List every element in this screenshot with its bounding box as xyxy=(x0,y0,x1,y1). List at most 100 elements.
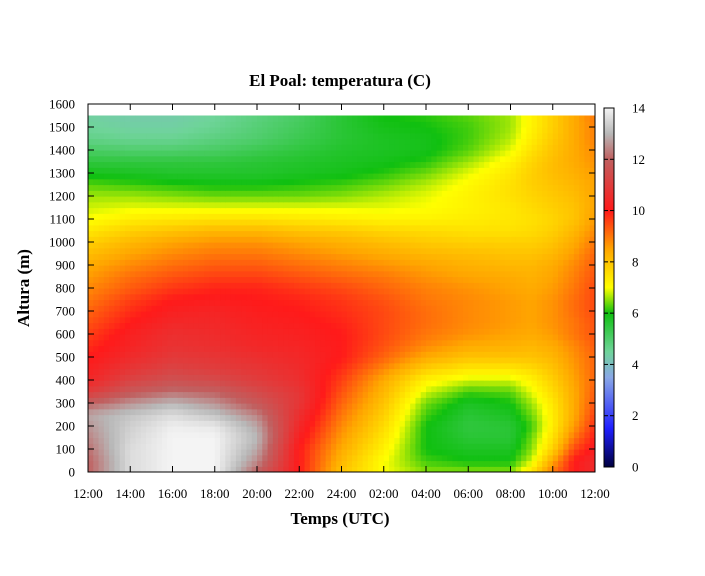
heatmap-cell xyxy=(415,345,422,352)
heatmap-cell xyxy=(542,219,549,226)
heatmap-cell xyxy=(246,230,253,237)
heatmap-cell xyxy=(246,184,253,191)
heatmap-cell xyxy=(88,374,94,381)
heatmap-cell xyxy=(204,196,211,203)
heatmap-cell xyxy=(499,426,506,433)
heatmap-cell xyxy=(204,207,211,214)
heatmap-cell xyxy=(521,305,527,312)
heatmap-cell xyxy=(505,362,512,370)
heatmap-cell xyxy=(589,299,595,306)
heatmap-cell xyxy=(542,403,549,410)
heatmap-cell xyxy=(135,426,142,433)
heatmap-cell xyxy=(547,322,554,329)
heatmap-cell xyxy=(156,270,163,278)
heatmap-cell xyxy=(278,460,285,467)
heatmap-cell xyxy=(183,414,189,421)
heatmap-cell xyxy=(410,449,417,456)
heatmap-cell xyxy=(214,207,221,214)
heatmap-cell xyxy=(510,328,517,335)
heatmap-cell xyxy=(494,293,501,301)
heatmap-cell xyxy=(468,288,475,295)
heatmap-cell xyxy=(420,242,427,249)
heatmap-cell xyxy=(151,247,158,255)
heatmap-cell xyxy=(558,328,564,335)
heatmap-cell xyxy=(124,449,131,456)
heatmap-cell xyxy=(267,351,274,358)
heatmap-cell xyxy=(103,437,110,444)
heatmap-cell xyxy=(373,293,380,301)
heatmap-cell xyxy=(88,270,94,278)
heatmap-cell xyxy=(494,397,501,404)
heatmap-cell xyxy=(521,380,527,387)
heatmap-cell xyxy=(325,391,332,398)
heatmap-cell xyxy=(320,426,327,433)
heatmap-cell xyxy=(373,328,380,335)
heatmap-cell xyxy=(526,236,533,243)
heatmap-cell xyxy=(278,380,285,387)
heatmap-cell xyxy=(188,201,195,209)
heatmap-cell xyxy=(521,236,527,243)
heatmap-cell xyxy=(135,207,142,214)
heatmap-cell xyxy=(304,288,311,295)
heatmap-cell xyxy=(98,460,105,467)
heatmap-cell xyxy=(183,282,189,289)
heatmap-cell xyxy=(547,345,554,352)
heatmap-cell xyxy=(103,236,110,243)
heatmap-cell xyxy=(198,190,205,197)
heatmap-cell xyxy=(183,288,189,295)
heatmap-cell xyxy=(352,173,358,180)
heatmap-cell xyxy=(558,466,564,472)
heatmap-cell xyxy=(177,305,184,312)
heatmap-cell xyxy=(246,357,253,364)
heatmap-cell xyxy=(499,339,506,347)
heatmap-cell xyxy=(98,339,105,347)
heatmap-cell xyxy=(478,345,485,352)
heatmap-cell xyxy=(346,276,353,283)
heatmap-cell xyxy=(426,242,432,249)
heatmap-cell xyxy=(235,311,242,318)
heatmap-cell xyxy=(510,305,517,312)
heatmap-cell xyxy=(441,253,448,260)
heatmap-cell xyxy=(367,305,374,312)
heatmap-cell xyxy=(88,362,94,370)
heatmap-cell xyxy=(389,288,395,295)
heatmap-cell xyxy=(188,460,195,467)
heatmap-cell xyxy=(441,334,448,341)
heatmap-cell xyxy=(457,334,464,341)
heatmap-cell xyxy=(420,380,427,387)
heatmap-cell xyxy=(441,201,448,209)
heatmap-cell xyxy=(542,288,549,295)
heatmap-cell xyxy=(484,173,490,180)
heatmap-cell xyxy=(531,322,538,329)
heatmap-cell xyxy=(573,391,580,398)
heatmap-cell xyxy=(489,230,496,237)
heatmap-cell xyxy=(362,219,369,226)
heatmap-cell xyxy=(568,178,575,186)
heatmap-cell xyxy=(304,293,311,301)
heatmap-cell xyxy=(88,431,94,439)
heatmap-cell xyxy=(573,276,580,283)
heatmap-cell xyxy=(183,299,189,306)
heatmap-cell xyxy=(336,178,343,186)
heatmap-cell xyxy=(536,380,543,387)
heatmap-cell xyxy=(167,328,174,335)
heatmap-cell xyxy=(304,276,311,283)
heatmap-cell xyxy=(130,345,137,352)
heatmap-cell xyxy=(130,311,137,318)
heatmap-cell xyxy=(177,431,184,439)
heatmap-cell xyxy=(536,391,543,398)
heatmap-cell xyxy=(462,449,469,456)
heatmap-cell xyxy=(484,207,490,214)
heatmap-cell xyxy=(505,408,512,416)
heatmap-cell xyxy=(420,339,427,347)
heatmap-cell xyxy=(188,322,195,329)
heatmap-cell xyxy=(98,196,105,203)
heatmap-cell xyxy=(146,420,152,427)
heatmap-cell xyxy=(246,322,253,329)
heatmap-cell xyxy=(119,184,126,191)
heatmap-cell xyxy=(573,362,580,370)
heatmap-cell xyxy=(235,282,242,289)
heatmap-cell xyxy=(510,391,517,398)
heatmap-cell xyxy=(542,293,549,301)
heatmap-cell xyxy=(584,460,591,467)
